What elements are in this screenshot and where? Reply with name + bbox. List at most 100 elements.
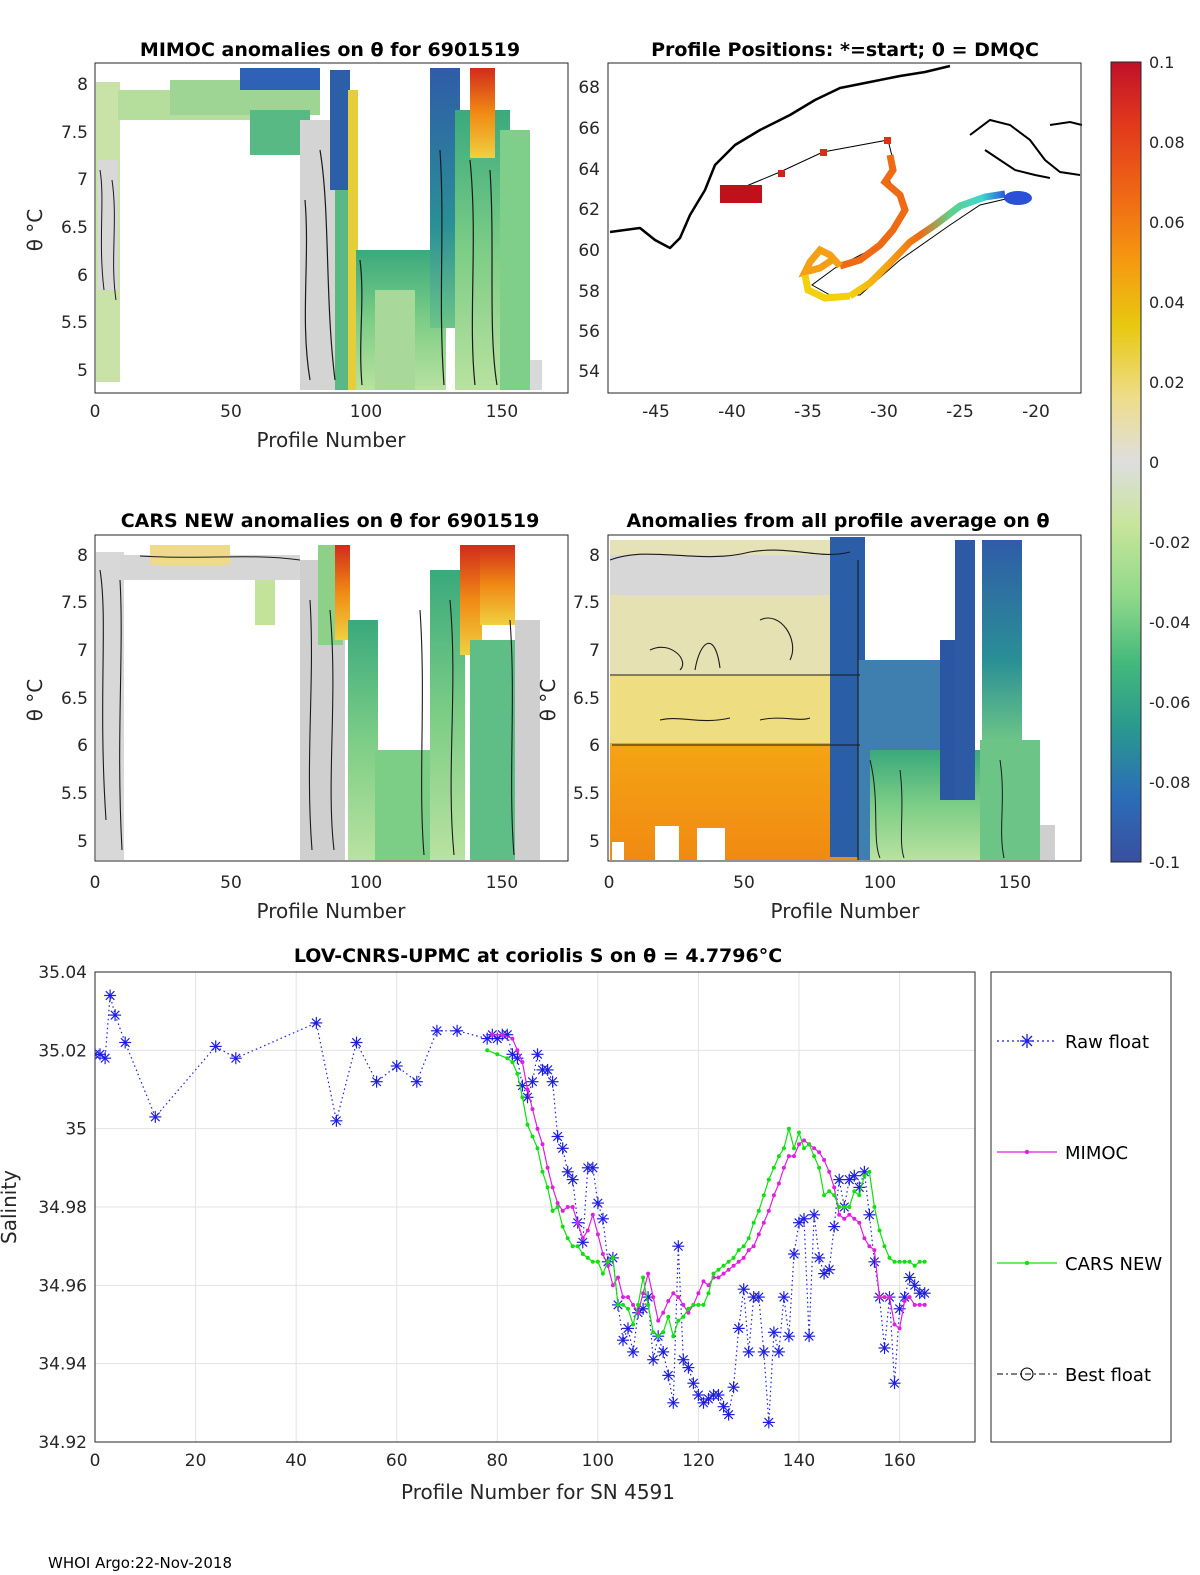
cars-new-point: [867, 1169, 872, 1174]
cars-new-point: [585, 1255, 590, 1260]
cars-new-point: [676, 1318, 681, 1323]
cars-new-point: [701, 1302, 706, 1307]
raw-float-point: [903, 1271, 916, 1284]
colorbar-tick-label: -0.1: [1149, 853, 1180, 872]
colorbar-tick-label: -0.02: [1149, 533, 1190, 552]
positions-ytick-label: 66: [578, 119, 600, 139]
cars-ytick-label: 7: [77, 641, 88, 661]
mimoc-ytick-label: 8: [77, 75, 88, 95]
cars-ytick-label: 6.5: [61, 689, 88, 709]
cars-new-point: [912, 1263, 917, 1268]
mimoc-point: [902, 1299, 907, 1303]
cars-new-point: [631, 1322, 636, 1327]
allavg-ytick-label: 8: [589, 546, 600, 566]
allavg-yticks: 8 7.5 7 6.5 6 5.5 5: [573, 546, 600, 852]
raw-float-point: [863, 1208, 876, 1221]
raw-float-point: [808, 1208, 821, 1221]
cars-xtick-label: 150: [486, 873, 518, 893]
cars-new-point: [917, 1259, 922, 1264]
cars-new-point: [756, 1208, 761, 1213]
mimoc-point: [786, 1154, 791, 1159]
mimoc-point: [756, 1232, 761, 1237]
cars-new-point: [817, 1165, 822, 1170]
cars-new-point: [827, 1189, 832, 1194]
legend-label: Raw float: [1065, 1032, 1149, 1053]
mimoc-point: [751, 1244, 756, 1249]
cars-new-point: [892, 1259, 897, 1264]
cars-new-point: [761, 1193, 766, 1198]
raw-float-point: [576, 1236, 589, 1249]
raw-float-point: [566, 1173, 579, 1186]
raw-float-point: [647, 1353, 660, 1366]
mimoc-point: [570, 1205, 575, 1209]
cars-new-point: [781, 1146, 786, 1151]
legend: Raw float MIMOC CARS NEW Best float: [990, 971, 1172, 1443]
cars-new-point: [731, 1255, 736, 1260]
raw-float-point: [888, 1377, 901, 1390]
cars-new-point: [495, 1052, 500, 1057]
raw-float-point: [798, 1212, 810, 1225]
raw-float-point: [104, 989, 117, 1002]
cars-new-point: [515, 1071, 520, 1076]
mimoc-point: [802, 1138, 806, 1143]
positions-yticks: 68 66 64 62 60 58 56 54: [578, 78, 600, 382]
cars-new-point: [776, 1154, 781, 1159]
raw-float-point: [772, 1345, 785, 1358]
cars-new-point: [792, 1146, 796, 1151]
cars-new-point: [907, 1259, 912, 1264]
cars-new-point: [626, 1306, 630, 1311]
allavg-xtick-label: 150: [999, 873, 1031, 893]
raw-float-point: [209, 1040, 222, 1053]
mimoc-point: [575, 1220, 580, 1225]
mimoc-point: [892, 1322, 897, 1327]
cars-new-point: [716, 1267, 721, 1272]
raw-float-point: [737, 1283, 750, 1296]
series-cars-new: [485, 1048, 927, 1339]
raw-float-point: [526, 1075, 539, 1088]
legend-label: Best float: [1065, 1365, 1151, 1386]
cars-new-point: [686, 1306, 691, 1311]
cars-new-point: [656, 1334, 661, 1339]
mimoc-point: [872, 1248, 877, 1253]
salinity-axes-box: [94, 971, 976, 1443]
positions-ytick-label: 54: [578, 362, 600, 382]
mimoc-point: [686, 1310, 691, 1315]
raw-float-point: [551, 1130, 564, 1143]
cars-new-point: [862, 1173, 867, 1178]
raw-float-point: [727, 1381, 740, 1394]
salinity-ytick-label: 34.94: [38, 1355, 87, 1375]
raw-float-point: [752, 1291, 765, 1304]
salinity-ytick-label: 35.04: [38, 963, 87, 983]
cars-new-point: [887, 1255, 892, 1260]
raw-float-point: [627, 1345, 640, 1358]
mimoc-point: [616, 1275, 620, 1280]
cars-new-point: [550, 1208, 555, 1213]
cars-new-point: [560, 1224, 565, 1229]
mimoc-point: [897, 1326, 902, 1331]
salinity-xtick-label: 20: [185, 1451, 207, 1471]
cars-new-point: [726, 1259, 731, 1264]
dot-marker-icon: [1024, 1260, 1030, 1266]
cars-new-point: [832, 1193, 837, 1198]
series-raw-float: [95, 989, 931, 1429]
raw-float-point: [481, 1032, 494, 1045]
mimoc-point: [867, 1244, 872, 1249]
colorbar-tick-label: -0.08: [1149, 773, 1190, 792]
mimoc-point: [530, 1107, 535, 1112]
salinity-ytick-label: 34.92: [38, 1433, 87, 1453]
cars-ylabel: θ °C: [23, 679, 47, 722]
mimoc-point: [545, 1165, 550, 1170]
allavg-xlabel: Profile Number: [771, 899, 921, 923]
allavg-ytick-label: 5: [589, 832, 600, 852]
mimoc-point: [822, 1158, 827, 1162]
raw-float-point: [99, 1052, 112, 1065]
raw-float-point: [541, 1063, 554, 1076]
cars-new-point: [590, 1259, 595, 1264]
salinity-ytick-label: 34.96: [38, 1276, 87, 1296]
cars-xtick-label: 50: [220, 873, 242, 893]
mimoc-point: [515, 1048, 520, 1053]
raw-float-point: [823, 1263, 836, 1276]
raw-float-point: [451, 1024, 464, 1037]
raw-float-point: [777, 1291, 790, 1304]
cars-new-point: [897, 1259, 902, 1264]
